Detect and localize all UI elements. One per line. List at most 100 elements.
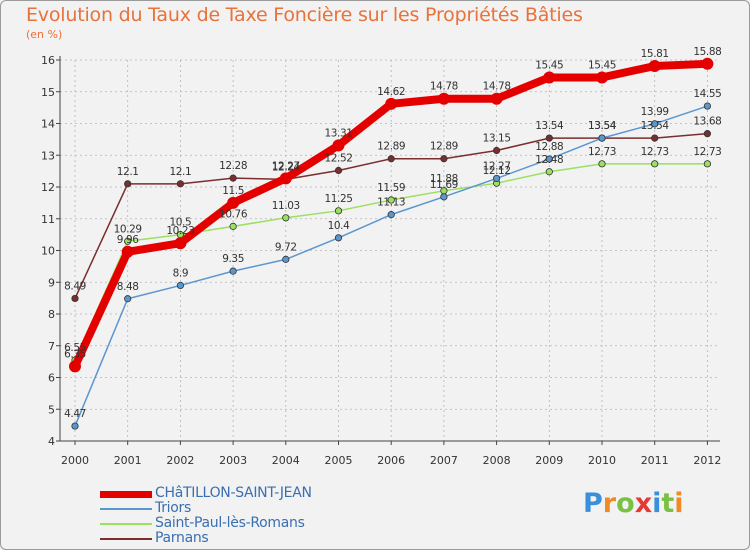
- brand-logo: Proxiti: [583, 488, 684, 519]
- data-label: 11.59: [377, 182, 405, 194]
- brand-letter: t: [661, 488, 675, 519]
- data-label: 12.12: [483, 165, 511, 177]
- data-label: 11.03: [272, 200, 300, 212]
- data-point: [545, 134, 553, 142]
- data-label: 12.48: [535, 154, 563, 166]
- data-point: [492, 174, 501, 183]
- data-label: 12.1: [170, 166, 192, 178]
- data-label: 13.68: [693, 116, 721, 128]
- data-label: 9.72: [275, 241, 297, 253]
- data-point: [492, 146, 501, 155]
- data-point: [437, 92, 450, 105]
- y-tick-label: 13: [41, 149, 55, 162]
- data-label: 8.49: [64, 280, 86, 292]
- data-label: 10.76: [219, 208, 248, 220]
- data-label: 12.89: [377, 141, 405, 153]
- data-label: 15.45: [588, 59, 616, 71]
- y-tick-label: 4: [48, 435, 55, 448]
- data-point: [598, 134, 606, 142]
- data-point: [124, 295, 132, 303]
- data-point: [648, 60, 661, 73]
- data-point: [703, 160, 712, 168]
- data-label: 15.88: [693, 46, 721, 58]
- data-label: 13.54: [588, 120, 617, 132]
- data-label: 12.52: [324, 152, 352, 164]
- data-point: [334, 207, 343, 215]
- x-tick-label: 2002: [166, 454, 194, 467]
- data-point: [332, 139, 345, 152]
- y-tick-label: 15: [41, 86, 55, 99]
- data-point: [701, 57, 714, 70]
- x-tick-label: 2010: [588, 454, 616, 467]
- chart-title: Evolution du Taux de Taxe Foncière sur l…: [26, 4, 583, 26]
- y-tick-label: 9: [48, 276, 55, 289]
- data-label: 12.73: [693, 146, 721, 158]
- data-label: 11.25: [324, 193, 352, 205]
- data-label: 14.78: [430, 81, 458, 93]
- brand-letter: i: [674, 488, 684, 519]
- data-label: 8.9: [173, 267, 189, 279]
- x-tick-label: 2012: [693, 454, 721, 467]
- data-label: 11.88: [430, 173, 458, 185]
- data-point: [387, 211, 395, 219]
- data-point: [176, 281, 184, 290]
- data-label: 8.48: [117, 281, 139, 293]
- data-label: 11.5: [222, 185, 244, 197]
- data-label: 12.73: [588, 146, 616, 158]
- data-label: 4.47: [64, 408, 86, 420]
- data-point: [229, 267, 237, 275]
- data-label: 9.35: [222, 253, 244, 265]
- legend-swatch: [100, 523, 152, 525]
- data-label: 12.88: [535, 141, 563, 153]
- data-point: [124, 180, 132, 188]
- data-point: [545, 155, 553, 163]
- data-label: 14.78: [483, 81, 511, 93]
- x-tick-label: 2001: [114, 454, 142, 467]
- data-point: [71, 422, 79, 430]
- data-point: [174, 237, 187, 250]
- x-tick-label: 2008: [483, 454, 511, 467]
- y-tick-label: 8: [48, 308, 55, 321]
- data-point: [282, 255, 290, 263]
- data-label: 13.54: [588, 120, 617, 132]
- data-label: 14.62: [377, 86, 405, 98]
- x-tick-label: 2007: [430, 454, 458, 467]
- y-tick-label: 16: [41, 54, 55, 67]
- data-label: 12.89: [430, 141, 458, 153]
- data-label: 9.96: [117, 234, 139, 246]
- data-point: [545, 168, 553, 176]
- legend-swatch: [100, 508, 152, 510]
- legend-label: Saint-Paul-lès-Romans: [155, 515, 305, 531]
- data-label: 6.35: [64, 348, 86, 360]
- brand-letter: i: [652, 488, 662, 519]
- data-point: [176, 180, 184, 188]
- x-tick-label: 2005: [325, 454, 353, 467]
- data-label: 15.45: [535, 59, 563, 71]
- data-label: 12.1: [117, 166, 139, 178]
- data-point: [651, 120, 659, 128]
- legend-swatch: [100, 490, 152, 498]
- data-point: [387, 196, 395, 204]
- y-tick-label: 10: [41, 245, 55, 258]
- data-point: [385, 97, 398, 110]
- legend-swatch: [100, 538, 152, 540]
- data-label: 11.13: [377, 197, 405, 209]
- data-point: [229, 174, 237, 182]
- y-tick-label: 6: [48, 372, 55, 385]
- x-tick-label: 2011: [641, 454, 669, 467]
- data-point: [440, 193, 448, 201]
- legend-label: Triors: [155, 500, 191, 516]
- data-point: [651, 160, 659, 168]
- data-label: 13.31: [324, 127, 352, 139]
- x-tick-label: 2006: [377, 454, 405, 467]
- data-label: 12.27: [483, 160, 511, 172]
- data-point: [334, 234, 343, 242]
- x-tick-label: 2009: [535, 454, 563, 467]
- data-label: 13.54: [641, 120, 670, 132]
- brand-letter: r: [602, 488, 617, 519]
- y-tick-label: 14: [41, 118, 55, 131]
- data-point: [387, 155, 395, 163]
- data-point: [121, 245, 134, 258]
- data-label: 15.81: [641, 48, 669, 60]
